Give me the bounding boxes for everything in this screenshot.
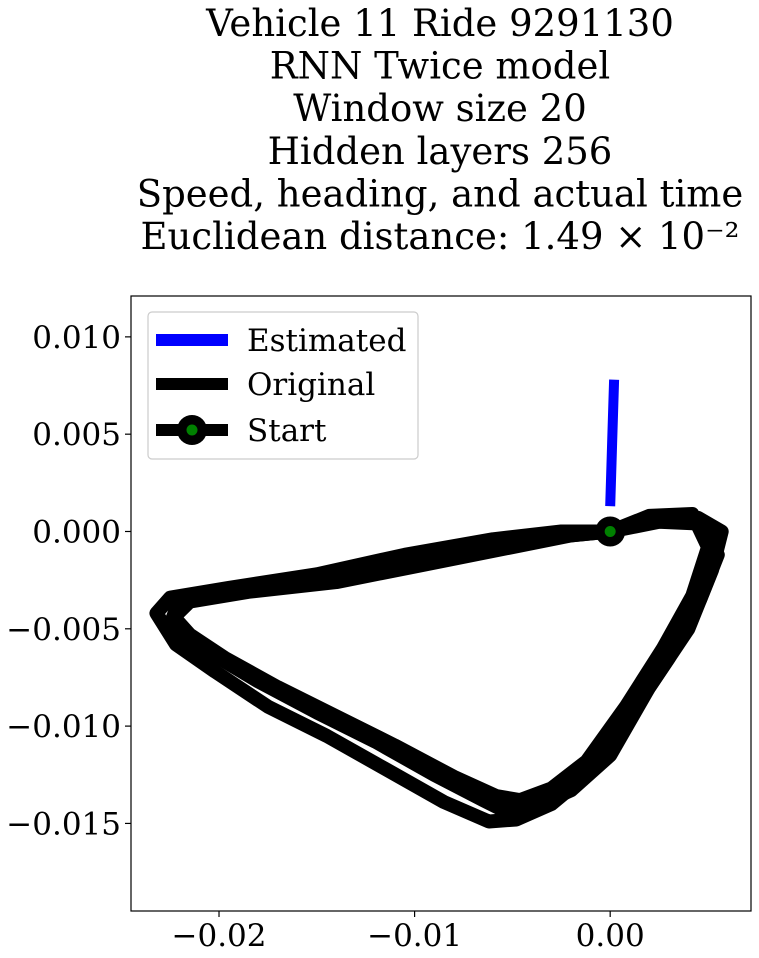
original-trajectory — [149, 507, 729, 829]
legend-box — [147, 311, 419, 460]
title-line-4: Speed, heading, and actual time — [137, 172, 744, 215]
legend-label-2: Start — [247, 413, 327, 449]
legend-label-1: Original — [247, 367, 375, 403]
legend-label-0: Estimated — [247, 323, 406, 359]
x-tick-label-2: 0.00 — [576, 918, 645, 954]
x-axis: −0.02 −0.01 0.00 — [172, 911, 645, 954]
y-tick-label-2: 0.000 — [32, 514, 121, 550]
title-line-1: RNN Twice model — [270, 45, 610, 88]
y-tick-label-5: −0.015 — [6, 806, 121, 842]
y-tick-label-4: −0.010 — [6, 709, 121, 745]
y-tick-label-0: 0.010 — [32, 320, 121, 356]
title-line-0: Vehicle 11 Ride 9291130 — [205, 2, 674, 45]
x-tick-label-0: −0.02 — [172, 918, 267, 954]
x-tick-label-1: −0.01 — [367, 918, 462, 954]
y-tick-label-1: 0.005 — [32, 417, 121, 453]
estimated-trajectory — [605, 379, 620, 507]
title-line-2: Window size 20 — [293, 87, 587, 130]
title-line-3: Hidden layers 256 — [268, 130, 613, 173]
title-line-5: Euclidean distance: 1.49 × 10⁻² — [141, 215, 740, 258]
legend-start-inner — [186, 424, 198, 436]
plot-frame — [130, 295, 752, 912]
original-loop-2 — [167, 507, 715, 808]
y-tick-label-3: −0.005 — [6, 612, 121, 648]
estimated-line — [605, 379, 620, 507]
original-loop-1 — [149, 514, 725, 829]
legend: Estimated Original Start — [147, 311, 419, 460]
start-marker — [604, 525, 616, 537]
y-axis: 0.010 0.005 0.000 −0.005 −0.010 −0.015 — [6, 320, 131, 842]
start-marker-group — [595, 516, 626, 547]
